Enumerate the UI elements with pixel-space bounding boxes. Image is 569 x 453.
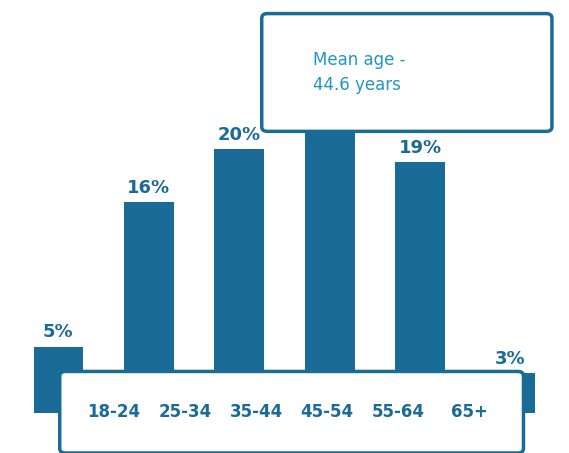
Text: 3%: 3% — [495, 350, 526, 368]
Text: 5%: 5% — [43, 323, 74, 342]
Text: 18-24: 18-24 — [87, 403, 141, 421]
Text: 35-44: 35-44 — [229, 403, 283, 421]
Bar — [486, 373, 535, 413]
Bar — [34, 347, 83, 413]
Text: 16%: 16% — [127, 178, 171, 197]
Text: Mean age -
44.6 years: Mean age - 44.6 years — [313, 51, 406, 94]
Bar — [395, 162, 445, 413]
Bar — [305, 83, 354, 413]
Bar — [124, 202, 174, 413]
Text: 45-54: 45-54 — [300, 403, 354, 421]
Text: 55-64: 55-64 — [372, 403, 425, 421]
Text: 25%: 25% — [308, 60, 351, 78]
Text: 65+: 65+ — [451, 403, 488, 421]
Text: 20%: 20% — [218, 126, 261, 144]
Bar — [215, 149, 264, 413]
Text: 19%: 19% — [398, 139, 442, 157]
Text: 25-34: 25-34 — [158, 403, 212, 421]
